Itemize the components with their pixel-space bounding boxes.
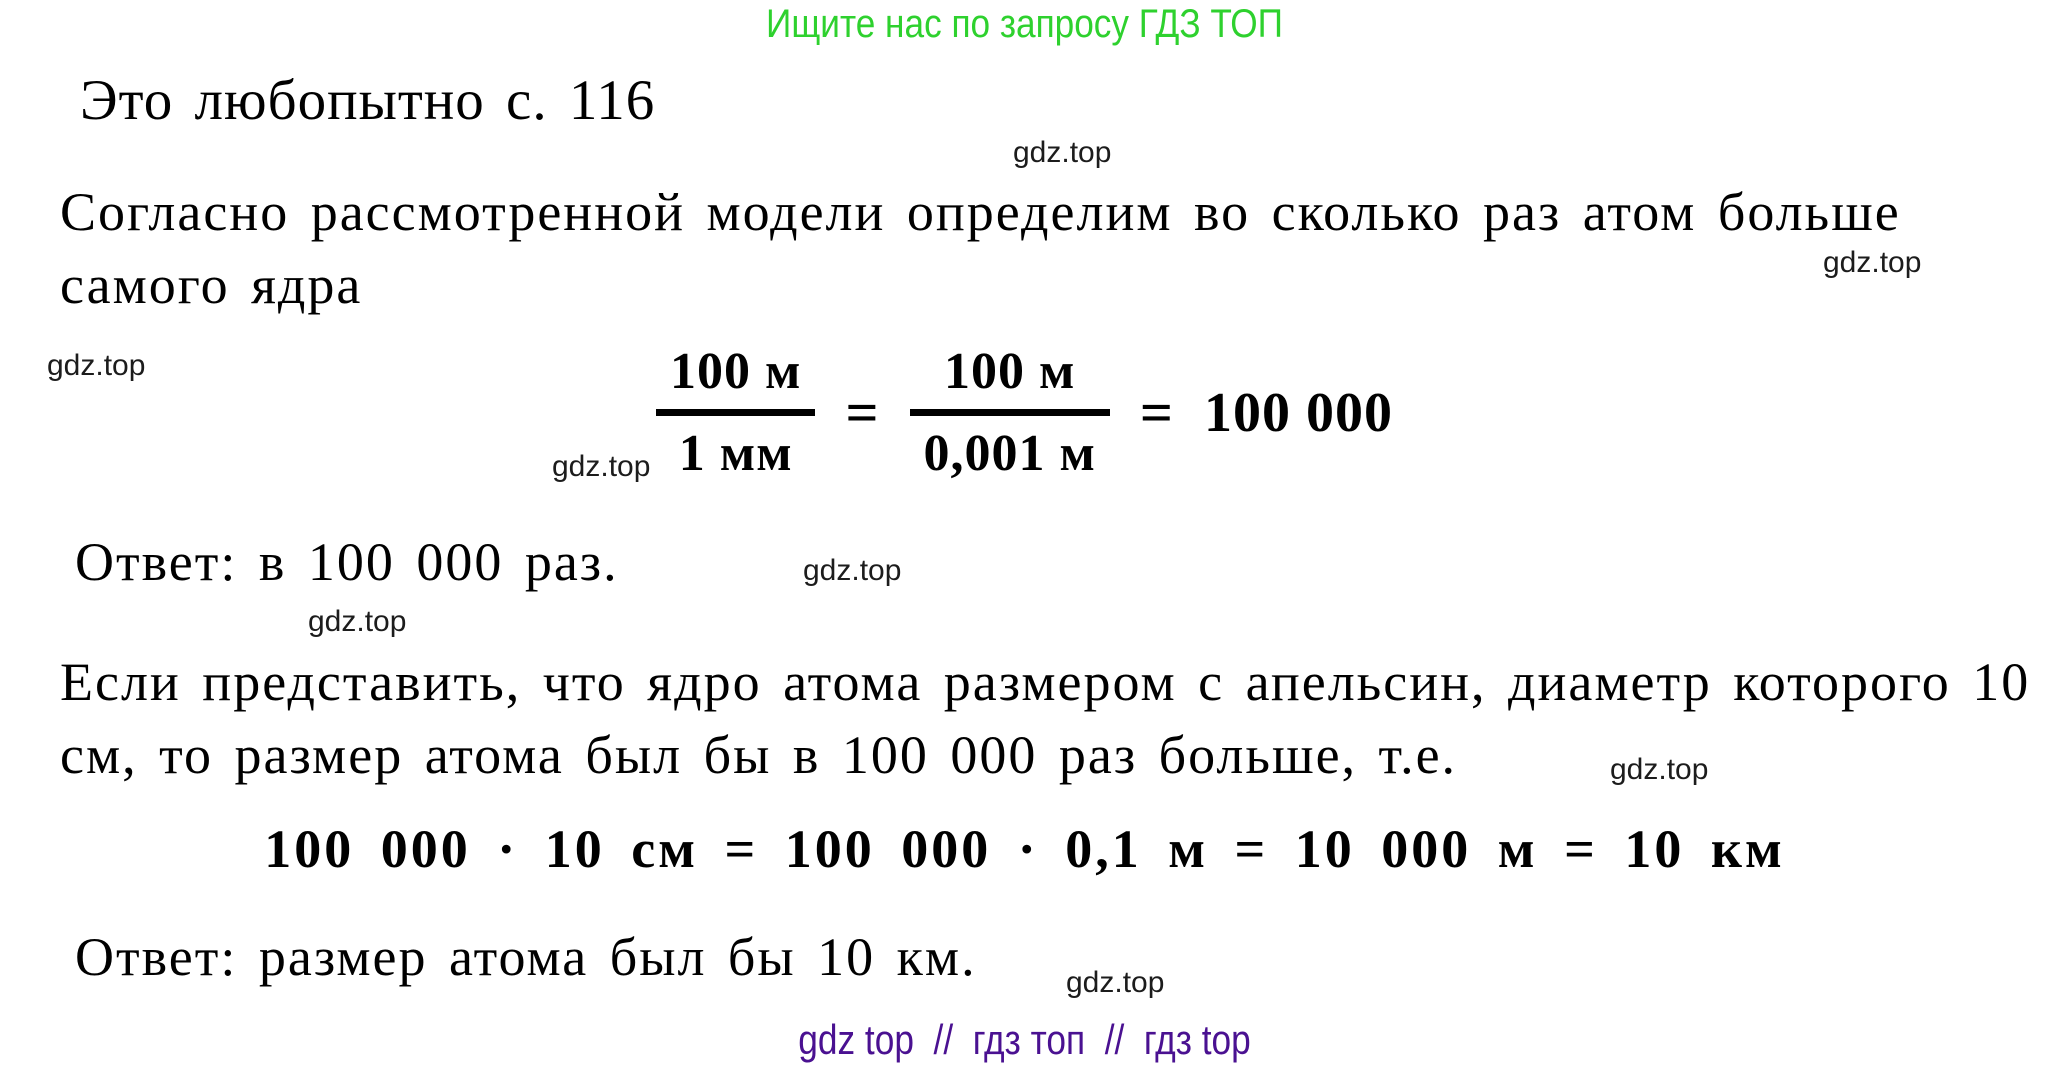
watermark-1: gdz.top <box>1013 136 1112 169</box>
equals-sign-1: = <box>845 380 880 445</box>
footer-brand-text: gdz top // гдз топ // гдз top <box>798 1016 1251 1063</box>
page-title: Это любопытно с. 116 <box>80 69 656 132</box>
watermark-2: gdz.top <box>1823 246 1922 279</box>
watermark-3: gdz.top <box>47 349 146 382</box>
fraction-1-bar <box>656 409 816 416</box>
formula-ratio: 100 м 1 мм = 100 м 0,001 м = 100 000 <box>0 342 2049 483</box>
fraction-1-numerator: 100 м <box>670 343 802 400</box>
watermark-6: gdz.top <box>308 605 407 638</box>
equals-sign-2: = <box>1139 380 1174 445</box>
fraction-1-denominator: 1 мм <box>678 425 793 482</box>
paragraph2-line1: Если представить, что ядро атома размеро… <box>60 652 2031 712</box>
paragraph1-line2: самого ядра <box>60 255 363 315</box>
answer-1: Ответ: в 100 000 раз. <box>75 532 619 592</box>
fraction-2-denominator: 0,001 м <box>923 425 1096 482</box>
fraction-2-numerator: 100 м <box>944 343 1076 400</box>
fraction-1: 100 м 1 мм <box>656 342 816 483</box>
fraction-2-bar <box>909 409 1110 416</box>
watermark-4: gdz.top <box>552 450 651 483</box>
paragraph1-line1: Согласно рассмотренной модели определим … <box>60 182 1901 242</box>
formula-ratio-result: 100 000 <box>1203 381 1393 444</box>
watermark-5: gdz.top <box>803 554 902 587</box>
promo-banner-text: Ищите нас по запросу ГДЗ ТОП <box>766 2 1283 46</box>
paragraph2-line2: см, то размер атома был бы в 100 000 раз… <box>60 725 1458 785</box>
answer-2: Ответ: размер атома был бы 10 км. <box>75 927 977 987</box>
watermark-8: gdz.top <box>1066 966 1165 999</box>
formula-size: 100 000 · 10 см = 100 000 · 0,1 м = 10 0… <box>264 819 1785 879</box>
fraction-2: 100 м 0,001 м <box>909 342 1110 483</box>
watermark-7: gdz.top <box>1610 753 1709 786</box>
